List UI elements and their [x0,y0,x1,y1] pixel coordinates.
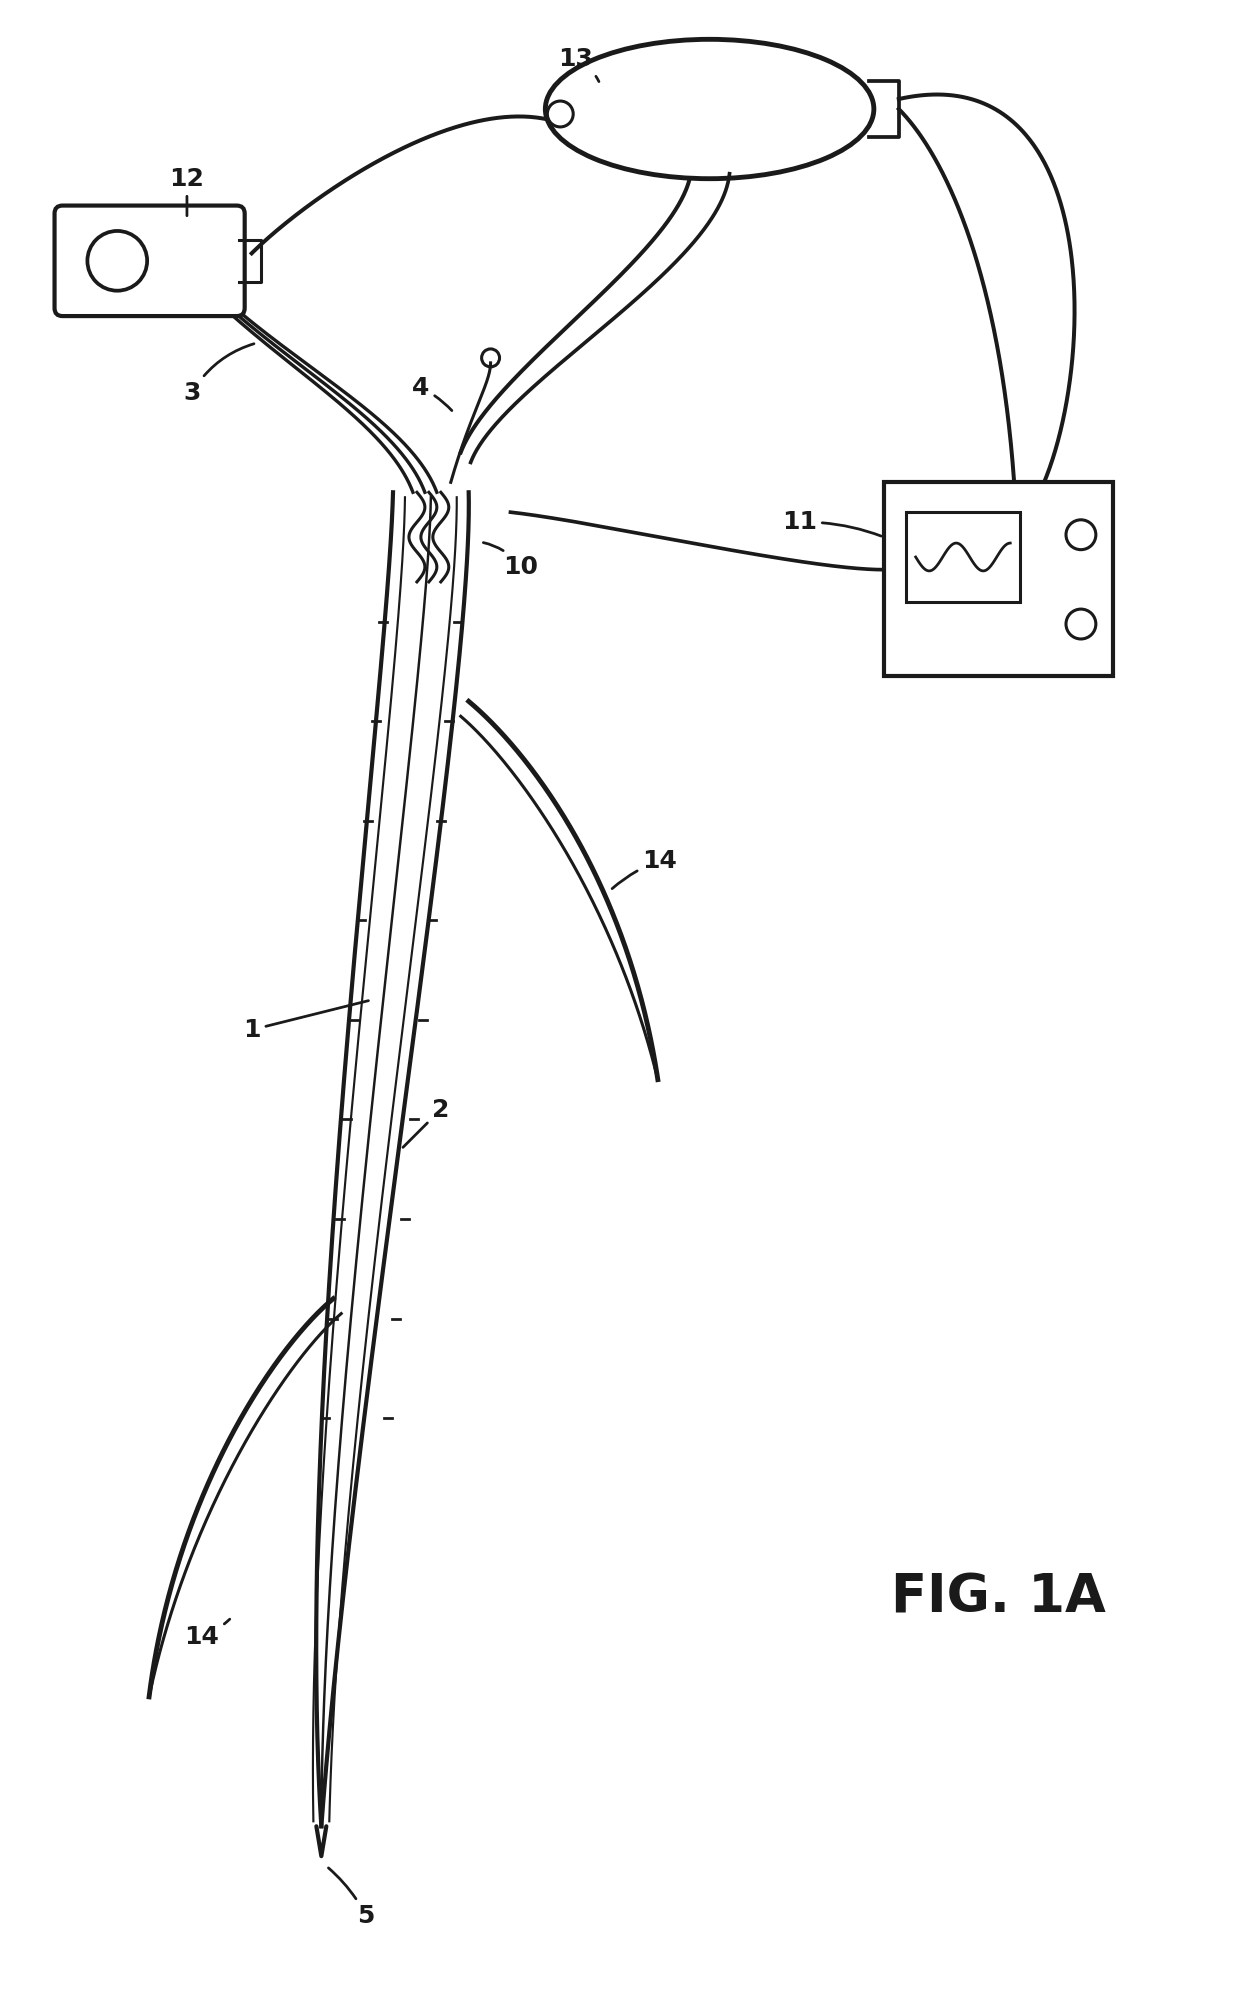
Text: 5: 5 [329,1868,374,1928]
Text: 12: 12 [170,166,205,216]
Bar [884,482,1112,677]
Text: 2: 2 [403,1097,449,1147]
Text: 14: 14 [185,1618,229,1648]
Text: 13: 13 [558,48,599,82]
Bar [905,511,1021,601]
Text: 10: 10 [484,543,538,579]
Text: FIG. 1A: FIG. 1A [890,1570,1106,1622]
Text: 3: 3 [184,344,254,406]
Text: 11: 11 [781,509,882,535]
Text: 14: 14 [613,849,677,889]
Text: 4: 4 [412,376,451,410]
FancyBboxPatch shape [55,206,244,316]
Text: 1: 1 [243,1001,368,1041]
